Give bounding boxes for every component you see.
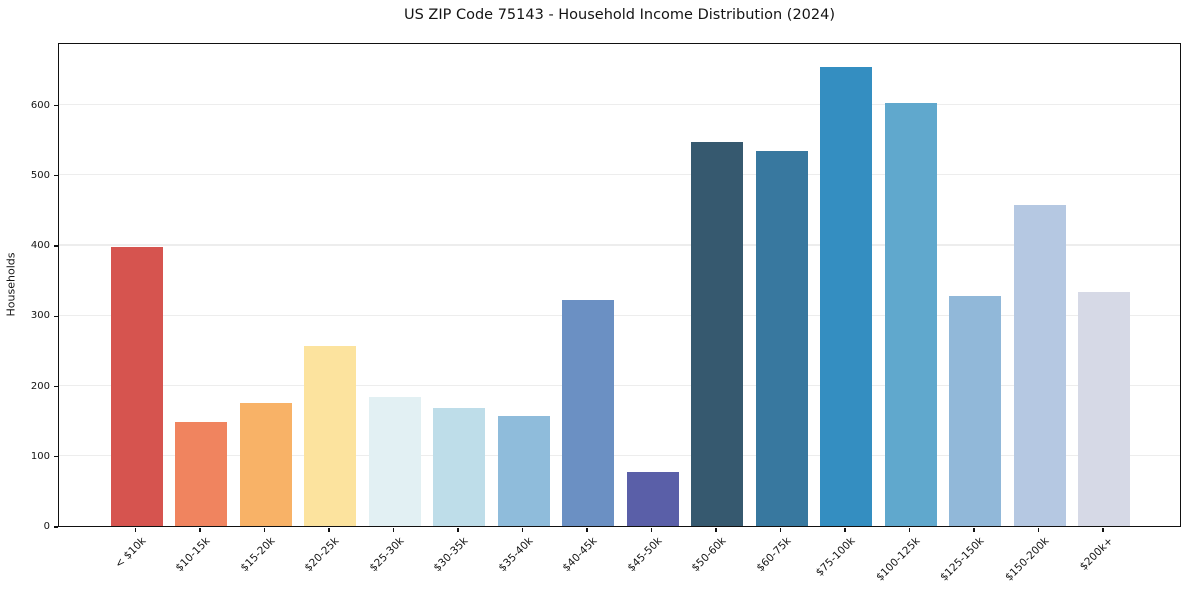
x-tick-mark-$25-30k: [392, 527, 395, 532]
y-tick-label-0: 0: [43, 521, 50, 532]
bar-$200k+: [1078, 292, 1130, 526]
x-tick-mark-$35-40k: [521, 527, 524, 532]
x-tick-label-$15-20k: $15-20k: [237, 535, 277, 575]
bar-$10-15k: [175, 422, 227, 526]
x-tick-label-$50-60k: $50-60k: [689, 535, 729, 575]
x-tick-mark-$40-45k: [586, 527, 588, 532]
x-tick-mark-$75-100k: [844, 527, 846, 532]
x-tick-mark-$15-20k: [263, 527, 266, 532]
x-tick-mark-$50-60k: [715, 527, 717, 532]
bar-$150-200k: [1013, 204, 1066, 526]
x-tick-mark-$30-35k: [457, 527, 459, 532]
x-tick-mark-< $10k: [134, 527, 137, 532]
x-tick-label-$150-200k: $150-200k: [1002, 535, 1051, 584]
bar-$25-30k: [368, 396, 421, 526]
gridline-y200: [59, 384, 1180, 387]
x-tick-mark-$10-15k: [199, 527, 201, 532]
y-tick-label-200: 200: [30, 380, 50, 392]
bar-$60-75k: [755, 150, 808, 526]
x-tick-mark-$20-25k: [328, 527, 330, 532]
y-tick-mark-0: [53, 526, 58, 528]
y-tick-mark-100: [53, 456, 58, 458]
chart-title: US ZIP Code 75143 - Household Income Dis…: [403, 7, 836, 23]
x-tick-label-$40-45k: $40-45k: [560, 535, 600, 575]
x-tick-mark-$150-200k: [1037, 527, 1040, 532]
x-tick-label-$25-30k: $25-30k: [366, 535, 406, 575]
x-tick-label-$125-150k: $125-150k: [937, 535, 987, 584]
y-tick-mark-300: [53, 315, 58, 317]
y-axis-label: Households: [4, 252, 18, 317]
bar-$125-150k: [949, 295, 1001, 526]
x-tick-label-$45-50k: $45-50k: [624, 535, 664, 575]
x-tick-label-$10-15k: $10-15k: [173, 535, 213, 575]
x-tick-mark-$60-75k: [779, 527, 782, 532]
x-tick-label-$20-25k: $20-25k: [302, 535, 342, 575]
bar-$100-125k: [884, 103, 937, 526]
bar-$40-45k: [562, 299, 614, 526]
bar-$20-25k: [304, 346, 356, 526]
bar-$15-20k: [239, 403, 292, 526]
y-tick-label-400: 400: [30, 240, 50, 251]
bar-$35-40k: [497, 416, 550, 526]
x-tick-mark-$200k+: [1102, 527, 1104, 532]
x-tick-label-$200k+: $200k+: [1077, 535, 1116, 573]
x-tick-label-$100-125k: $100-125k: [873, 535, 922, 584]
x-tick-label-$30-35k: $30-35k: [431, 535, 471, 575]
gridline-y600: [59, 103, 1180, 106]
x-tick-mark-$100-125k: [908, 527, 911, 532]
bar-$45-50k: [626, 471, 679, 526]
x-tick-label-$60-75k: $60-75k: [753, 535, 793, 575]
x-tick-mark-$125-150k: [973, 527, 975, 532]
x-tick-label-$75-100k: $75-100k: [813, 535, 858, 579]
y-tick-label-600: 600: [30, 99, 50, 111]
y-tick-mark-200: [53, 385, 58, 388]
x-tick-label-< $10k: < $10k: [112, 535, 148, 571]
y-tick-mark-600: [53, 104, 58, 107]
bar-$75-100k: [820, 67, 872, 526]
gridline-y400: [59, 244, 1180, 246]
y-tick-mark-400: [53, 245, 58, 247]
gridline-y300: [59, 314, 1180, 316]
y-tick-label-500: 500: [30, 169, 50, 181]
bar-$50-60k: [691, 141, 743, 526]
y-tick-label-100: 100: [30, 450, 50, 462]
x-tick-label-$35-40k: $35-40k: [495, 535, 535, 575]
bar-< $10k: [110, 247, 163, 526]
bar-$30-35k: [433, 408, 485, 526]
gridline-y500: [59, 174, 1180, 176]
plot-area: [58, 43, 1181, 527]
gridline-y100: [59, 455, 1180, 457]
x-tick-mark-$45-50k: [650, 527, 653, 532]
y-tick-label-300: 300: [30, 310, 50, 322]
y-tick-mark-500: [53, 175, 58, 177]
